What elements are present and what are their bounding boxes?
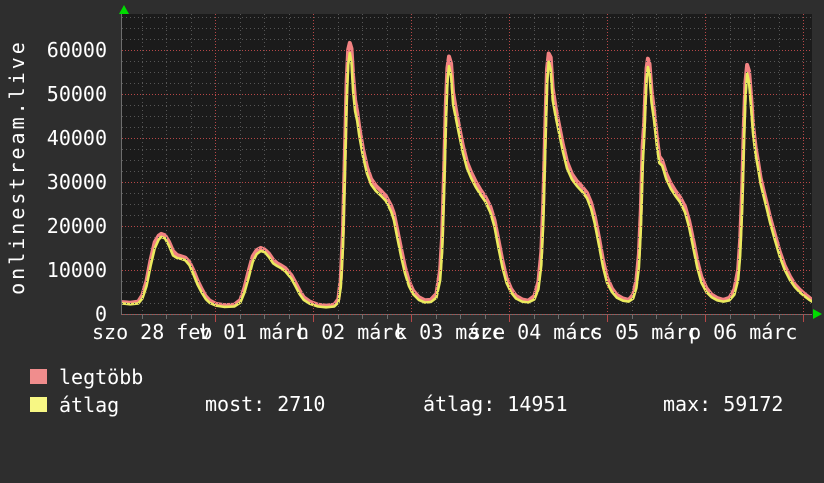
stat-average: átlag: 14951	[423, 392, 568, 416]
y-tick-label: 60000	[46, 38, 107, 62]
rrd-graph: onlinestream.live 0 10000 20000 30000 40000 5…	[5, 5, 822, 416]
y-tick-label: 30000	[46, 170, 107, 194]
x-tick-label: k 03 márc	[395, 320, 504, 344]
axis-tick-minor	[558, 315, 559, 319]
axis-tick-minor	[534, 315, 535, 319]
x-tick-label: cs 05 márc	[579, 320, 700, 344]
series-curves	[122, 40, 812, 309]
max-series-line	[122, 40, 812, 308]
axis-tick-minor	[754, 315, 755, 319]
y-tick-label: 40000	[46, 126, 107, 150]
stat-max: max: 59172	[663, 392, 784, 416]
y-tick-label: 50000	[46, 82, 107, 106]
axis-tick-minor	[583, 315, 584, 319]
axis-tick-minor	[362, 315, 363, 319]
x-tick-label: sze 04 márc	[469, 320, 602, 344]
x-tick-label: p 06 márc	[689, 320, 798, 344]
y-axis-arrow-icon	[119, 5, 129, 14]
stat-current: most: 2710	[205, 392, 326, 416]
x-axis-arrow-icon	[813, 309, 822, 319]
axis-tick-major	[607, 315, 608, 322]
y-tick-label: 0	[94, 302, 107, 326]
axis-tick-major	[705, 315, 706, 322]
axis-tick-minor	[779, 315, 780, 319]
axis-tick-minor	[632, 315, 633, 319]
axis-tick-minor	[387, 315, 388, 319]
legend-label-avg: átlag	[59, 393, 120, 417]
axis-tick-minor	[656, 315, 657, 319]
axis-tick-minor	[264, 315, 265, 319]
axis-tick-minor	[436, 315, 437, 319]
legend-row-avg: átlag	[30, 394, 119, 416]
axis-tick-minor	[460, 315, 461, 319]
axis-tick-major	[411, 315, 412, 322]
x-tick-label: szo 28 feb	[92, 320, 213, 344]
axis-tick-major	[215, 315, 216, 322]
x-tick-label: h 02 márc	[297, 320, 406, 344]
axis-tick-minor	[142, 315, 143, 319]
axis-tick-major	[803, 315, 804, 322]
legend-swatch-avg	[30, 397, 47, 412]
axis-tick-minor	[338, 315, 339, 319]
axis-tick-minor	[240, 315, 241, 319]
legend-swatch-max	[30, 369, 47, 384]
legend-row-max: legtöbb	[30, 366, 143, 388]
axis-tick-major	[313, 315, 314, 322]
axis-tick-minor	[191, 315, 192, 319]
x-tick-label: v 01 márc	[199, 320, 308, 344]
avg-series-line	[122, 51, 812, 309]
axis-tick-minor	[681, 315, 682, 319]
y-tick-label: 10000	[46, 258, 107, 282]
axis-tick-minor	[485, 315, 486, 319]
axis-tick-major	[509, 315, 510, 322]
axis-tick-minor	[730, 315, 731, 319]
legend-label-max: legtöbb	[59, 365, 144, 389]
axis-tick-minor	[289, 315, 290, 319]
y-tick-label: 20000	[46, 214, 107, 238]
axis-tick-minor	[166, 315, 167, 319]
plot-area	[121, 14, 812, 315]
